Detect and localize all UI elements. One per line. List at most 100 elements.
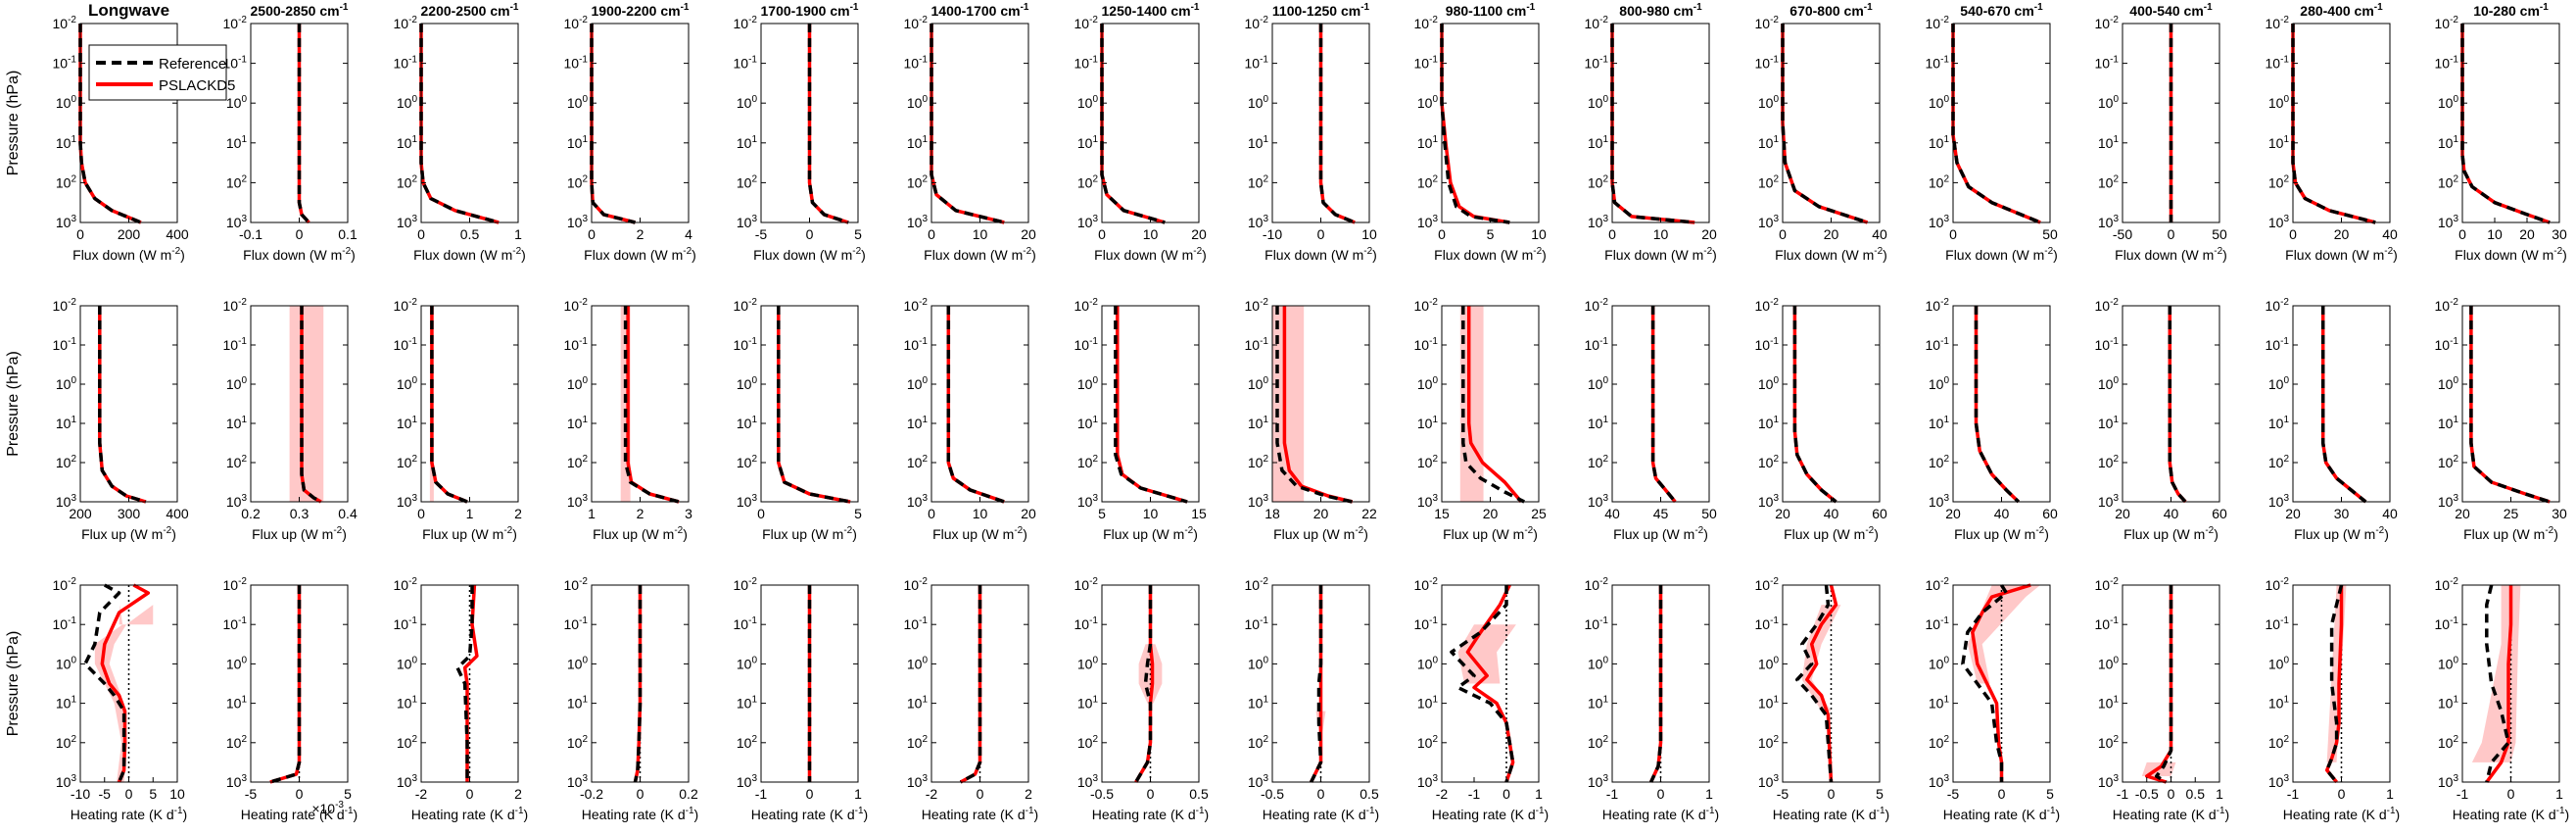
y-tick-label: 100 [1588,655,1609,671]
x-tick-label: 20 [1775,506,1790,521]
y-tick-label: 100 [737,375,758,392]
y-tick-label: 103 [2098,214,2120,230]
x-tick-label: -1 [1606,786,1619,802]
y-tick-label: 100 [907,375,929,392]
x-tick-label: 5 [854,226,862,242]
x-tick-label: 0 [296,226,304,242]
y-tick-label: 100 [1248,94,1269,111]
panel-title: 400-540 cm-1 [2129,2,2213,19]
x-tick-label: 40 [2382,226,2398,242]
x-tick-label: 1 [854,786,862,802]
y-tick-label: 102 [1417,173,1439,190]
x-tick-label: 50 [2212,226,2227,242]
x-tick-label: 0 [1779,226,1787,242]
pslackd5-line [1610,24,1695,224]
y-tick-label: 103 [1929,214,1950,230]
x-tick-label: -0.5 [2135,786,2159,802]
y-tick-label: 10-2 [2435,297,2459,314]
y-tick-label: 10-1 [394,615,418,632]
y-tick-label: 101 [1929,695,1950,712]
y-tick-label: 10-2 [2435,576,2459,593]
x-tick-label: 0.5 [1189,786,1209,802]
y-tick-label: 10-2 [904,297,929,314]
y-tick-label: 10-2 [904,576,929,593]
y-tick-label: 10-2 [1926,15,1950,31]
panel-title: 2500-2850 cm-1 [251,2,349,19]
x-tick-label: 0 [2338,786,2346,802]
x-tick-label: 3 [685,506,692,521]
y-tick-label: 10-1 [734,55,758,72]
pslackd5-line [1974,306,2021,504]
x-tick-label: 20 [2285,506,2301,521]
y-tick-label: 100 [397,655,418,671]
pslackd5-line [98,306,147,504]
x-tick-label: 0.5 [2186,786,2206,802]
y-tick-label: 100 [226,655,248,671]
y-tick-label: 10-1 [394,55,418,72]
panel-heating-5: 10-2 10-1 100 101 102 103-1 0 1 Heating rate (K … [734,576,869,822]
panel-title: 670-800 cm-1 [1789,2,1873,19]
x-axis-label: Flux down (W m-2) [72,246,185,263]
y-tick-label: 101 [1248,134,1269,151]
x-axis-label: Flux up (W m-2) [81,525,176,542]
reference-line [623,306,680,504]
reference-line [633,585,643,783]
x-axis-label: Flux up (W m-2) [1443,525,1538,542]
panel-title: 2200-2500 cm-1 [421,2,519,19]
y-tick-label: 10-1 [2266,55,2290,72]
y-tick-label: 101 [907,415,929,431]
y-tick-label: 10-2 [904,15,929,31]
y-tick-label: 10-1 [1585,55,1609,72]
y-tick-label: 10-1 [904,336,929,353]
y-tick-label: 10-1 [2435,55,2459,72]
x-tick-label: 0 [417,506,425,521]
panel-title: 800-980 cm-1 [1619,2,1702,19]
reference-line [590,24,636,224]
x-axis-label: Flux up (W m-2) [1613,525,1708,542]
y-tick-label: 10-2 [1074,297,1099,314]
y-tick-label: 10-2 [394,15,418,31]
x-tick-label: 0 [588,226,596,242]
reference-line [807,24,849,224]
y-tick-label: 102 [567,173,589,190]
x-tick-label: 0 [2289,226,2297,242]
reference-line [1974,306,2021,504]
y-tick-label: 10-1 [1755,336,1780,353]
axes-frame [420,305,519,503]
x-tick-label: 2 [637,506,644,521]
y-tick-label: 10-1 [1245,615,1269,632]
x-tick-label: 0.2 [679,786,698,802]
pslackd5-line [1792,306,1837,504]
y-tick-label: 100 [397,94,418,111]
y-tick-label: 10-1 [2095,615,2120,632]
x-axis-label: Flux down (W m-2) [413,246,526,263]
x-tick-label: 0.4 [338,506,358,521]
panel-heating-12: 10-2 10-1 100 101 102 103-5 0 5 Heating rate (K … [1926,576,2061,822]
panel-down-5: 10-2 10-1 100 101 102 103-5 0 5 Flux down (W m-2… [734,2,866,263]
y-tick-label: 102 [2268,173,2290,190]
y-tick-label: 101 [737,415,758,431]
y-tick-label: 10-2 [734,297,758,314]
pslackd5-line [100,583,151,783]
uncertainty-band [94,605,154,782]
x-tick-label: 1 [588,506,596,521]
pslackd5-line [2291,24,2376,224]
x-tick-label: -0.5 [1261,786,1284,802]
y-tick-label: 100 [2098,94,2120,111]
x-tick-label: 0 [2168,786,2175,802]
panel-title: Longwave [88,1,169,20]
x-tick-label: 5 [1487,226,1495,242]
pslackd5-line [2320,306,2367,504]
x-tick-label: 400 [166,506,189,521]
